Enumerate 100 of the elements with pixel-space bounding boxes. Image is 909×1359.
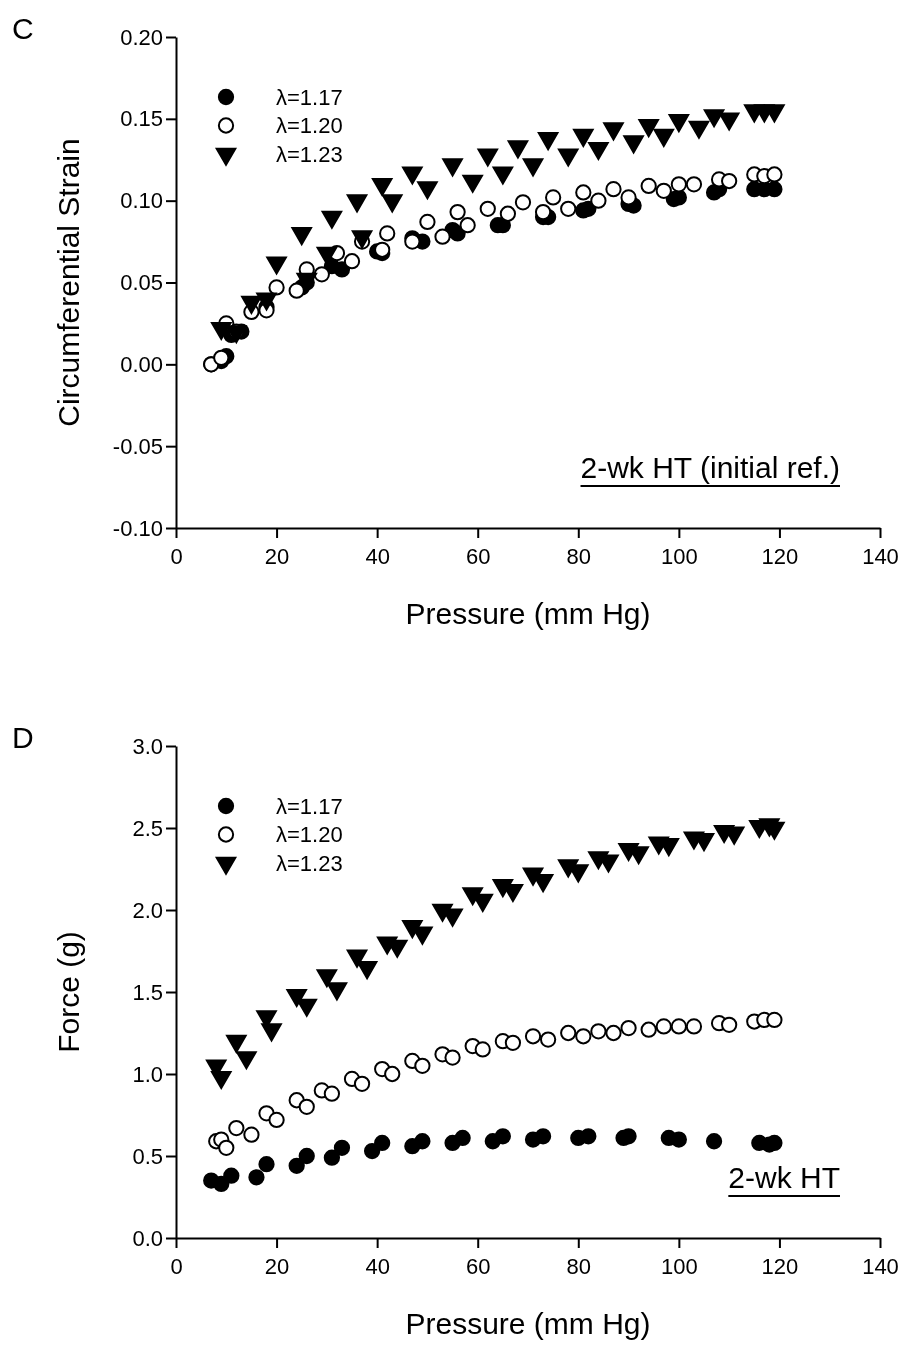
point xyxy=(261,1023,282,1042)
x-tick-label: 40 xyxy=(365,544,390,570)
point xyxy=(333,1139,351,1156)
point xyxy=(603,122,624,141)
point xyxy=(243,1126,260,1143)
point xyxy=(442,158,463,177)
point xyxy=(537,132,559,151)
legend-label: λ=1.23 xyxy=(276,850,343,876)
point xyxy=(449,204,466,221)
point xyxy=(213,349,230,366)
text: D xyxy=(12,721,34,754)
point xyxy=(522,158,544,177)
point xyxy=(363,1142,381,1160)
y-tick-label: 0.05 xyxy=(120,270,163,296)
point xyxy=(507,140,529,159)
x-tick-label: 100 xyxy=(661,1254,698,1280)
point xyxy=(668,114,690,133)
point xyxy=(560,1024,577,1042)
point xyxy=(356,961,378,980)
y-tick-label: -0.10 xyxy=(112,515,163,541)
point xyxy=(296,998,318,1017)
point xyxy=(479,200,496,217)
y-tick-label: 3.0 xyxy=(132,733,163,759)
point xyxy=(766,166,783,183)
y-tick-label: 1.0 xyxy=(132,1061,163,1087)
point xyxy=(417,181,438,200)
y-tick-label: 1.5 xyxy=(132,979,163,1005)
point xyxy=(580,200,597,217)
point xyxy=(288,282,305,299)
point xyxy=(343,253,361,270)
point xyxy=(444,1049,461,1066)
x-tick-label: 140 xyxy=(862,1254,899,1280)
point xyxy=(346,949,368,968)
point xyxy=(620,1019,637,1037)
point xyxy=(298,1147,315,1165)
x-tick-label: 60 xyxy=(465,544,491,570)
point xyxy=(514,194,532,211)
point xyxy=(766,1011,783,1028)
point xyxy=(462,174,483,193)
y-tick-label: 2.0 xyxy=(132,897,163,923)
y-tick-label: 0.00 xyxy=(120,351,163,377)
x-tick-label: 120 xyxy=(761,544,799,570)
point xyxy=(326,982,348,1001)
point xyxy=(258,1156,275,1173)
point xyxy=(419,213,436,231)
point xyxy=(685,1018,703,1035)
point xyxy=(688,120,710,139)
x-tick-label: 40 xyxy=(365,1254,390,1280)
point xyxy=(718,112,740,131)
point xyxy=(353,1075,371,1092)
point xyxy=(721,172,738,190)
point xyxy=(374,1134,391,1151)
point xyxy=(316,969,338,988)
point xyxy=(590,1023,607,1040)
point xyxy=(605,1024,622,1042)
point xyxy=(226,1034,247,1053)
x-tick-label: 0 xyxy=(170,1254,183,1280)
point xyxy=(474,1041,491,1058)
y-tick-label: 0.0 xyxy=(132,1225,163,1251)
x-tick-label: 100 xyxy=(661,544,698,570)
legend-label: λ=1.20 xyxy=(276,113,343,139)
point xyxy=(620,189,637,206)
annotation: 2-wk HT xyxy=(728,1161,840,1194)
point xyxy=(670,1018,687,1035)
point xyxy=(499,205,517,222)
point xyxy=(721,1016,738,1033)
x-tick-label: 80 xyxy=(566,1254,592,1280)
point xyxy=(288,1157,305,1174)
legend-label: λ=1.17 xyxy=(276,84,343,110)
point xyxy=(434,228,451,245)
point xyxy=(298,1098,315,1115)
point xyxy=(573,128,594,147)
x-tick-label: 20 xyxy=(264,1254,290,1280)
point xyxy=(580,1128,597,1145)
point xyxy=(381,194,403,213)
y-tick-label: 0.5 xyxy=(132,1143,163,1169)
point xyxy=(371,177,393,197)
point xyxy=(268,279,285,296)
x-tick-label: 140 xyxy=(862,544,899,570)
point xyxy=(459,217,476,234)
x-tick-label: 120 xyxy=(761,1254,799,1280)
point xyxy=(539,1031,557,1048)
point xyxy=(213,1175,230,1192)
point xyxy=(705,1133,723,1150)
y-axis-title: Force (g) xyxy=(52,931,85,1053)
point xyxy=(286,988,307,1008)
point xyxy=(402,166,423,185)
point xyxy=(223,1167,240,1184)
x-tick-label: 0 xyxy=(170,544,183,570)
point xyxy=(638,119,659,138)
point xyxy=(557,148,579,167)
legend-label: λ=1.23 xyxy=(276,141,343,167)
point xyxy=(764,104,785,123)
x-tick-label: 20 xyxy=(264,544,290,570)
point xyxy=(545,189,562,206)
text: C xyxy=(12,12,34,45)
point xyxy=(605,181,622,198)
annotation: 2-wk HT (initial ref.) xyxy=(580,451,840,484)
point xyxy=(653,128,675,147)
point xyxy=(560,200,577,217)
